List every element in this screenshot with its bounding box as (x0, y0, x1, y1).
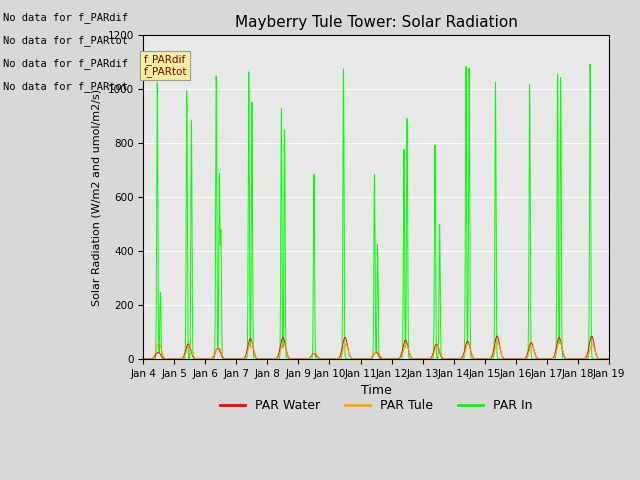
PAR In (550, 356, 557, 362)
Text: f_PARdif
f_PARtot: f_PARdif f_PARtot (143, 54, 187, 77)
PAR Water (605, 356, 612, 362)
Y-axis label: Solar Radiation (W/m2 and umol/m2/s): Solar Radiation (W/m2 and umol/m2/s) (92, 89, 102, 306)
Text: No data for f_PARtot: No data for f_PARtot (3, 81, 128, 92)
PAR Water (140, 356, 147, 362)
Text: No data for f_PARtot: No data for f_PARtot (3, 35, 128, 46)
PAR Tule (247, 338, 255, 344)
Text: No data for f_PARdif: No data for f_PARdif (3, 12, 128, 23)
PAR In (586, 61, 594, 67)
PAR Tule (296, 356, 303, 362)
PAR Tule (140, 356, 147, 362)
Line: PAR Water: PAR Water (143, 336, 609, 359)
PAR Water (232, 356, 239, 362)
PAR In (243, 356, 251, 361)
PAR Water (243, 349, 251, 355)
Legend: PAR Water, PAR Tule, PAR In: PAR Water, PAR Tule, PAR In (215, 395, 538, 418)
X-axis label: Time: Time (361, 384, 392, 397)
PAR Water (588, 333, 595, 339)
Title: Mayberry Tule Tower: Solar Radiation: Mayberry Tule Tower: Solar Radiation (235, 15, 518, 30)
Text: No data for f_PARdif: No data for f_PARdif (3, 58, 128, 69)
PAR In (448, 356, 456, 362)
PAR Water (295, 356, 303, 362)
PAR In (605, 356, 612, 362)
PAR In (295, 356, 303, 362)
PAR In (509, 356, 516, 362)
PAR Water (509, 356, 516, 362)
PAR Tule (448, 356, 456, 362)
Line: PAR Tule: PAR Tule (143, 341, 609, 359)
PAR Tule (243, 352, 251, 358)
PAR Tule (550, 355, 558, 360)
PAR Tule (232, 356, 239, 362)
PAR Tule (605, 356, 612, 362)
PAR Water (448, 356, 456, 362)
PAR Tule (509, 356, 516, 362)
PAR In (140, 356, 147, 362)
PAR In (232, 356, 239, 362)
PAR Tule (511, 356, 518, 362)
PAR Water (550, 354, 557, 360)
Line: PAR In: PAR In (143, 64, 609, 359)
